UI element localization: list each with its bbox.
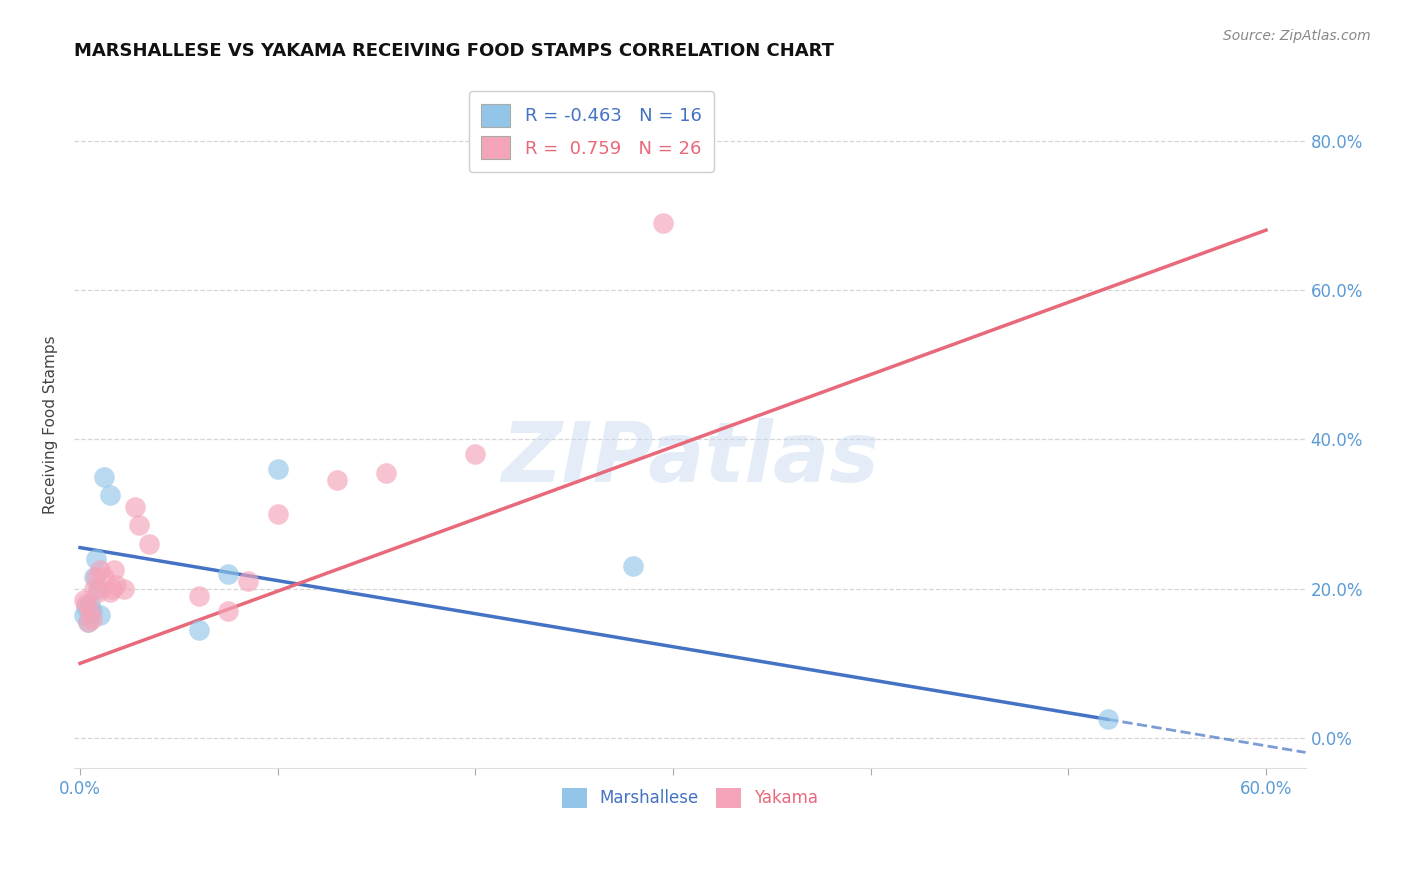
Legend: Marshallese, Yakama: Marshallese, Yakama bbox=[555, 780, 825, 814]
Point bbox=[187, 589, 209, 603]
Point bbox=[83, 570, 105, 584]
Point bbox=[77, 615, 100, 630]
Point bbox=[80, 604, 103, 618]
Point bbox=[326, 474, 349, 488]
Point bbox=[236, 574, 259, 589]
Point bbox=[217, 604, 239, 618]
Point bbox=[98, 488, 121, 502]
Y-axis label: Receiving Food Stamps: Receiving Food Stamps bbox=[44, 335, 58, 514]
Point bbox=[112, 582, 135, 596]
Point bbox=[103, 563, 125, 577]
Point bbox=[652, 216, 675, 230]
Point bbox=[73, 607, 96, 622]
Text: ZIPatlas: ZIPatlas bbox=[501, 418, 879, 500]
Point bbox=[87, 582, 110, 596]
Point bbox=[77, 615, 100, 630]
Point bbox=[79, 597, 101, 611]
Point bbox=[80, 611, 103, 625]
Point bbox=[266, 507, 288, 521]
Point bbox=[98, 585, 121, 599]
Point bbox=[138, 537, 160, 551]
Point bbox=[84, 570, 107, 584]
Point bbox=[89, 607, 111, 622]
Point bbox=[623, 559, 645, 574]
Point bbox=[217, 566, 239, 581]
Text: MARSHALLESE VS YAKAMA RECEIVING FOOD STAMPS CORRELATION CHART: MARSHALLESE VS YAKAMA RECEIVING FOOD STA… bbox=[75, 42, 834, 60]
Point bbox=[93, 570, 115, 584]
Point bbox=[93, 469, 115, 483]
Point bbox=[75, 597, 97, 611]
Point bbox=[84, 551, 107, 566]
Point bbox=[266, 462, 288, 476]
Point bbox=[83, 582, 105, 596]
Point bbox=[79, 604, 101, 618]
Point bbox=[100, 582, 122, 596]
Point bbox=[73, 593, 96, 607]
Point bbox=[87, 585, 110, 599]
Point bbox=[75, 600, 97, 615]
Point bbox=[89, 563, 111, 577]
Point bbox=[128, 518, 150, 533]
Point bbox=[124, 500, 146, 514]
Point bbox=[464, 447, 486, 461]
Point bbox=[1097, 712, 1119, 726]
Point bbox=[104, 578, 127, 592]
Text: Source: ZipAtlas.com: Source: ZipAtlas.com bbox=[1223, 29, 1371, 43]
Point bbox=[375, 466, 398, 480]
Point bbox=[187, 623, 209, 637]
